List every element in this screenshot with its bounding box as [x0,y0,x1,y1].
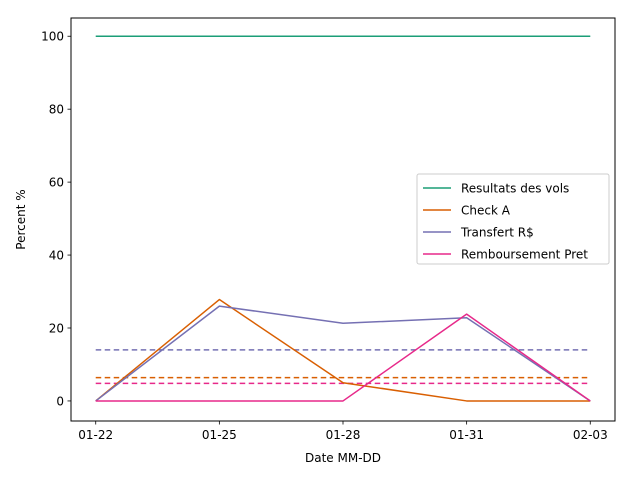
x-tick-label: 01-28 [326,428,361,442]
y-tick-label: 80 [49,103,64,117]
y-tick-label: 20 [49,322,64,336]
x-axis: 01-22 01-25 01-28 01-31 02-03 [78,421,608,442]
legend-label: Resultats des vols [461,182,569,196]
x-axis-label: Date MM-DD [305,451,381,465]
x-tick-label: 01-31 [449,428,484,442]
y-tick-label: 40 [49,249,64,263]
legend-label: Check A [461,204,511,218]
x-tick-label: 02-03 [573,428,608,442]
y-tick-label: 0 [56,394,64,408]
legend-label: Transfert R$ [460,226,534,240]
x-tick-label: 01-22 [78,428,113,442]
x-tick-label: 01-25 [202,428,237,442]
y-tick-label: 100 [41,30,64,44]
y-tick-label: 60 [49,176,64,190]
legend-box [416,173,610,265]
y-axis: 0 20 40 60 80 100 [41,30,71,408]
series-lines [95,35,591,402]
legend-label: Remboursement Pret [461,248,588,262]
legend: Resultats des vols Check A Transfert R$ Rem… [416,173,610,265]
y-axis-label: Percent % [14,189,28,249]
